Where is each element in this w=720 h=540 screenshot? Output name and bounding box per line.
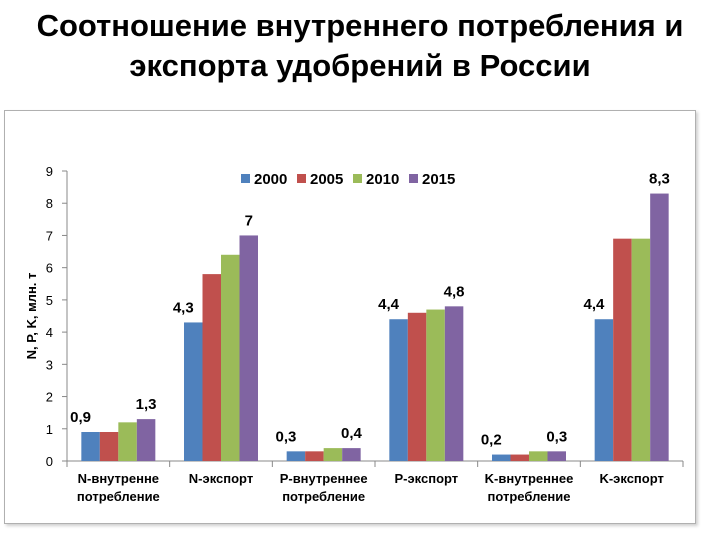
- bar-2010: [323, 448, 343, 461]
- y-tick-label: 4: [46, 325, 53, 340]
- bar-2000: [389, 319, 408, 461]
- x-tick-label: K-экспорт: [599, 471, 663, 486]
- y-tick-label: 3: [46, 357, 53, 372]
- bar-chart: 0 1 2 3 4 5 6 7 8 9 N, P, K, млн. т N-внутренне потр…: [24, 164, 684, 504]
- bar-2015: [239, 235, 258, 461]
- x-tick-label: P-внутреннее: [280, 471, 368, 486]
- y-tick-label: 6: [46, 261, 53, 276]
- legend-swatch-2005: [297, 174, 306, 183]
- data-label: 0,9: [70, 409, 91, 426]
- data-label: 7: [245, 212, 253, 229]
- bar-2005: [407, 312, 427, 461]
- legend-label-2015: 2015: [422, 171, 455, 188]
- bar-2010: [118, 422, 137, 461]
- x-tick-label: N-внутренне: [78, 471, 159, 486]
- bar-2015: [136, 419, 156, 461]
- legend-swatch-2000: [241, 174, 250, 183]
- legend-label-2005: 2005: [310, 171, 343, 188]
- data-label: 8,3: [649, 171, 670, 188]
- bar-2000: [594, 319, 614, 461]
- y-tick-label: 2: [46, 390, 53, 405]
- bar-2005: [305, 451, 324, 461]
- legend-label-2010: 2010: [366, 171, 399, 188]
- data-label: 0,3: [275, 428, 296, 445]
- bar-2000: [81, 432, 100, 461]
- bar-2015: [444, 306, 464, 461]
- data-label: 4,4: [583, 296, 605, 313]
- bar-2015: [650, 193, 669, 462]
- bar-2010: [221, 254, 240, 461]
- bar-2015: [342, 448, 361, 461]
- data-label: 4,3: [173, 299, 194, 316]
- y-tick-label: 5: [46, 293, 53, 308]
- legend-swatch-2010: [353, 174, 362, 183]
- x-tick-label: потребление: [77, 489, 160, 504]
- bar-2010: [529, 451, 548, 461]
- data-label: 4,8: [444, 283, 465, 300]
- page-title-line-1: Соотношение внутреннего потребления и: [36, 8, 684, 43]
- y-axis-title: N, P, K, млн. т: [24, 273, 39, 360]
- x-tick-label: потребление: [282, 489, 365, 504]
- bar-2000: [184, 322, 203, 461]
- bar-2005: [613, 238, 632, 461]
- data-label: 1,3: [136, 396, 157, 413]
- chart-frame: 0 1 2 3 4 5 6 7 8 9 N, P, K, млн. т N-внутренне потр…: [4, 110, 696, 524]
- y-tick-label: 1: [46, 422, 53, 437]
- page-title-line-2: экспорта удобрений в России: [129, 48, 591, 83]
- bar-2005: [99, 432, 119, 461]
- x-tick-label: P-экспорт: [394, 471, 458, 486]
- bar-2010: [426, 309, 445, 461]
- y-tick-label: 7: [46, 228, 53, 243]
- x-tick-label: N-экспорт: [189, 471, 253, 486]
- data-label: 0,2: [481, 432, 502, 449]
- data-label: 0,4: [341, 425, 363, 442]
- bar-2010: [631, 238, 651, 461]
- bar-2000: [286, 451, 306, 461]
- bar-2005: [510, 454, 529, 461]
- y-tick-label: 0: [46, 454, 53, 469]
- x-tick-label: K-внутреннее: [485, 471, 574, 486]
- data-label: 4,4: [378, 296, 400, 313]
- bar-2005: [202, 274, 221, 461]
- y-tick-label: 9: [46, 164, 53, 179]
- x-tick-label: потребление: [488, 489, 571, 504]
- data-label: 0,3: [546, 428, 567, 445]
- bar-2000: [492, 454, 511, 461]
- y-tick-label: 8: [46, 196, 53, 211]
- page-title: Соотношение внутреннего потребления и эк…: [0, 6, 720, 86]
- legend-swatch-2015: [409, 174, 418, 183]
- bar-2015: [547, 451, 566, 461]
- legend-label-2000: 2000: [254, 171, 287, 188]
